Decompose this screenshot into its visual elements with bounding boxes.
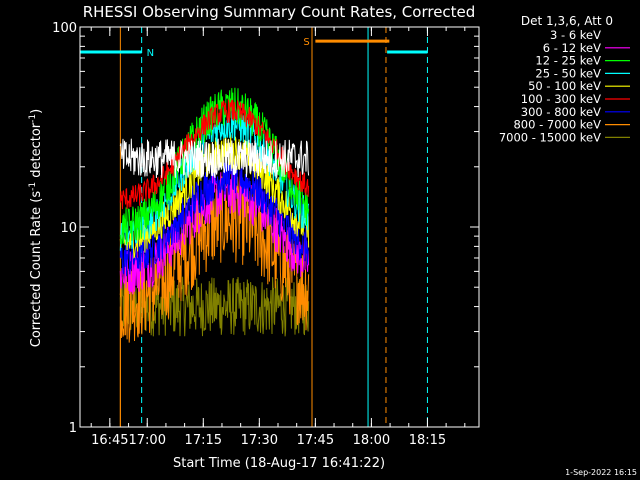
x-tick-label: 16:45 [91, 433, 128, 448]
legend-label: 300 - 800 keV [521, 105, 601, 119]
saa-label: S [303, 37, 309, 48]
x-axis-label: Start Time (18-Aug-17 16:41:22) [173, 456, 385, 471]
legend-label: 12 - 25 keV [535, 54, 601, 68]
x-tick-label: 17:45 [297, 433, 334, 448]
legend-label: 6 - 12 keV [543, 41, 601, 55]
series-line-8 [119, 276, 310, 337]
legend-label: 7000 - 15000 keV [499, 130, 601, 144]
x-tick-label: 18:00 [353, 433, 390, 448]
tick-labels: 16:45 17:00 17:15 17:30 17:45 18:00 18:15 1 10 10… [52, 21, 446, 448]
y-axis-label: Corrected Count Rate (s-1 detector-1) [28, 109, 44, 347]
legend-label: 800 - 7000 keV [513, 118, 601, 132]
annotations-group: NS [80, 37, 428, 59]
y-tick-label: 1 [69, 421, 77, 436]
series-group [119, 87, 310, 427]
night-label: N [147, 48, 154, 59]
legend-label: 50 - 100 keV [528, 79, 601, 93]
x-tick-label: 18:15 [409, 433, 446, 448]
axes-frame [79, 26, 480, 428]
y-tick-label: 10 [60, 221, 77, 236]
chart-title: RHESSI Observing Summary Count Rates, Co… [83, 3, 476, 21]
legend-title: Det 1,3,6, Att 0 [521, 14, 613, 28]
legend-label: 3 - 6 keV [550, 28, 601, 42]
x-tick-label: 17:15 [185, 433, 222, 448]
y-tick-label: 100 [52, 21, 77, 36]
x-tick-label: 17:30 [241, 433, 278, 448]
series-line-0 [119, 138, 310, 179]
footer-timestamp: 1-Sep-2022 16:15 [565, 468, 637, 477]
x-tick-label: 17:00 [129, 433, 166, 448]
legend-label: 25 - 50 keV [535, 66, 601, 80]
series-line-5 [119, 99, 310, 210]
legend-label: 100 - 300 keV [521, 92, 601, 106]
